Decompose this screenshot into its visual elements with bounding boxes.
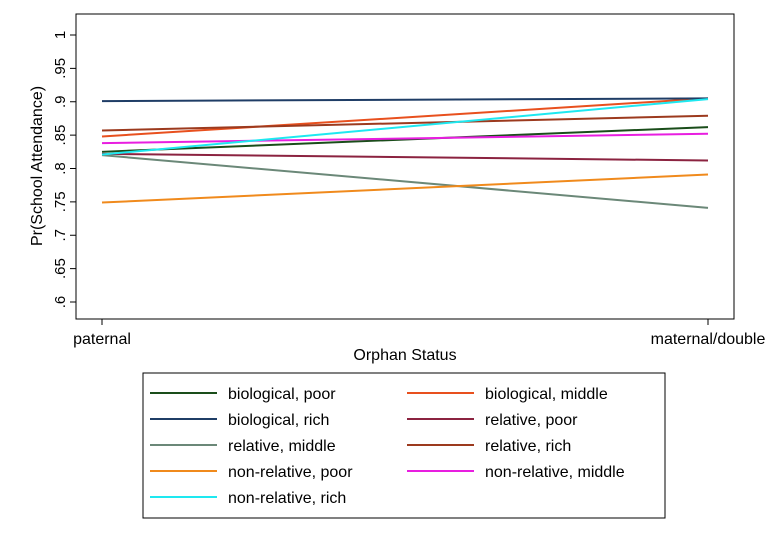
x-tick-label: maternal/double bbox=[651, 331, 766, 348]
y-tick-label: .7 bbox=[52, 229, 69, 242]
series-line-3 bbox=[101, 152, 709, 162]
series-line-4 bbox=[101, 154, 709, 209]
x-tick-label: paternal bbox=[73, 331, 131, 348]
legend-box bbox=[142, 372, 666, 519]
plot-frame bbox=[75, 13, 735, 320]
series-line-7 bbox=[101, 132, 709, 145]
y-tick-label: .6 bbox=[52, 296, 69, 309]
y-tick-label: .95 bbox=[52, 58, 69, 79]
series-line-2 bbox=[101, 97, 709, 103]
legend-label: biological, rich bbox=[228, 412, 329, 429]
y-axis-label: Pr(School Attendance) bbox=[29, 86, 46, 246]
y-tick-label: .9 bbox=[52, 95, 69, 108]
series-line-1 bbox=[101, 97, 709, 138]
series-line-5 bbox=[101, 114, 709, 132]
y-tick-label: .8 bbox=[52, 162, 69, 175]
x-axis-label: Orphan Status bbox=[353, 347, 456, 364]
y-tick-label: .85 bbox=[52, 125, 69, 146]
legend-label: biological, middle bbox=[485, 386, 608, 403]
x-axis: paternal maternal/double bbox=[73, 319, 765, 348]
legend-label: relative, middle bbox=[228, 438, 336, 455]
y-axis: .6 .65 .7 .75 .8 .85 .9 .95 1 bbox=[52, 31, 76, 308]
legend-label: non-relative, middle bbox=[485, 464, 625, 481]
legend-label: relative, poor bbox=[485, 412, 578, 429]
series-line-0 bbox=[101, 126, 709, 153]
legend-label: relative, rich bbox=[485, 438, 571, 455]
y-tick-label: .65 bbox=[52, 258, 69, 279]
legend-label: non-relative, poor bbox=[228, 464, 353, 481]
legend-label: biological, poor bbox=[228, 386, 336, 403]
y-tick-label: 1 bbox=[52, 31, 69, 39]
series-line-6 bbox=[101, 173, 709, 204]
legend-label: non-relative, rich bbox=[228, 490, 346, 507]
series-lines bbox=[101, 97, 709, 209]
legend: biological, poor biological, middle biolog… bbox=[142, 372, 666, 519]
series-line-8 bbox=[101, 98, 709, 156]
y-tick-label: .75 bbox=[52, 191, 69, 212]
